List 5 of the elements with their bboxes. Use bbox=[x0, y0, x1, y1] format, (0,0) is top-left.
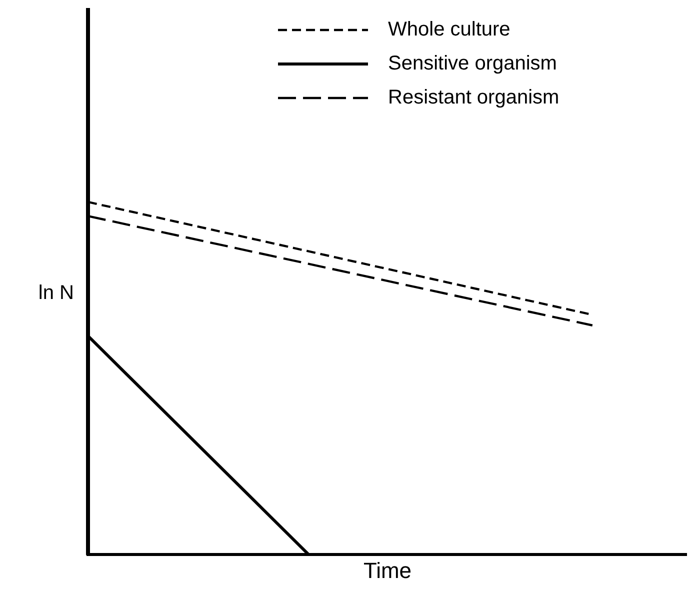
y-axis-title: ln N bbox=[38, 282, 74, 304]
legend-label: Whole culture bbox=[388, 18, 510, 41]
legend-label: Sensitive organism bbox=[388, 52, 557, 75]
x-axis-title: Time bbox=[363, 558, 412, 583]
legend-label: Resistant organism bbox=[388, 86, 560, 109]
